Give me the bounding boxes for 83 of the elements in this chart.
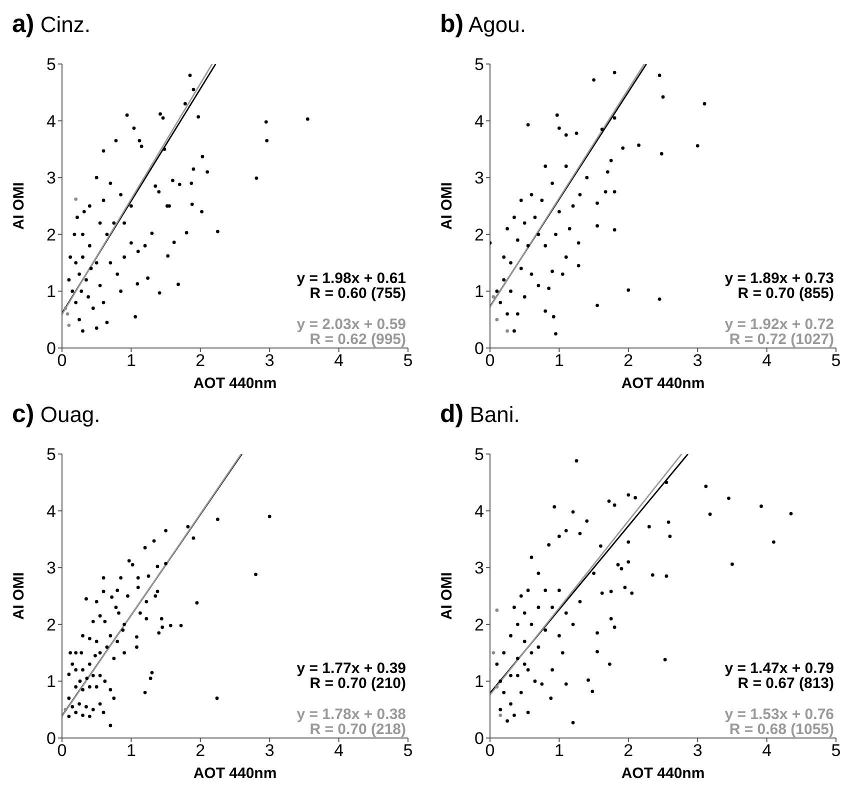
- y-tick-label: 1: [46, 282, 56, 302]
- y-tick-label: 3: [474, 168, 484, 188]
- x-tick-label: 2: [196, 741, 206, 760]
- y-tick-label: 1: [474, 672, 484, 692]
- annotation: R = 0.72 (1027): [729, 330, 834, 348]
- x-tick-label: 1: [554, 741, 564, 760]
- y-tick-label: 0: [474, 339, 484, 358]
- annotation: y = 1.98x + 0.61: [296, 270, 406, 288]
- x-tick-label: 4: [762, 741, 772, 760]
- chart-title: a) Cinz.: [12, 10, 90, 38]
- point: [495, 608, 499, 612]
- point: [492, 651, 496, 654]
- point: [495, 685, 499, 689]
- point: [492, 295, 496, 299]
- y-tick-label: 2: [474, 615, 484, 634]
- x-axis-title: AOT 440nm: [621, 765, 705, 782]
- y-tick-label: 4: [474, 502, 484, 521]
- x-tick-label: 3: [692, 351, 702, 370]
- annotation: y = 1.89x + 0.73: [724, 270, 834, 288]
- y-tick-label: 4: [46, 112, 56, 131]
- annotation: R = 0.70 (218): [310, 720, 406, 738]
- annotation: y = 1.47x + 0.79: [724, 660, 834, 678]
- annotation: R = 0.60 (755): [310, 285, 406, 302]
- x-tick-label: 3: [264, 351, 274, 370]
- chart-title: c) Ouag.: [12, 400, 100, 428]
- x-tick-label: 4: [334, 741, 344, 760]
- annotation: R = 0.70 (855): [738, 285, 834, 302]
- y-tick-label: 1: [474, 282, 484, 302]
- x-axis-title: AOT 440nm: [193, 765, 277, 782]
- x-tick-label: 5: [403, 741, 413, 760]
- y-tick-label: 3: [474, 558, 484, 578]
- point: [66, 312, 70, 316]
- x-tick-label: 2: [624, 741, 634, 760]
- annotation: R = 0.68 (1055): [729, 720, 834, 738]
- x-axis-title: AOT 440nm: [193, 375, 277, 392]
- annotation: y = 1.92x + 0.72: [724, 316, 834, 333]
- chart-title: b) Agou.: [440, 10, 526, 38]
- chart-title: d) Bani.: [440, 400, 520, 428]
- x-tick-label: 1: [126, 741, 136, 760]
- point: [67, 324, 71, 327]
- x-tick-label: 5: [831, 351, 841, 370]
- x-tick-label: 5: [403, 351, 413, 370]
- y-tick-label: 2: [474, 225, 484, 244]
- x-tick-label: 2: [624, 351, 634, 370]
- x-axis-title: AOT 440nm: [621, 375, 705, 392]
- annotation: y = 1.53x + 0.76: [724, 706, 834, 723]
- x-tick-label: 2: [196, 351, 206, 370]
- y-tick-label: 5: [46, 55, 56, 74]
- y-tick-label: 2: [46, 225, 56, 244]
- y-tick-label: 5: [46, 445, 56, 464]
- y-tick-label: 2: [46, 615, 56, 634]
- x-tick-label: 1: [126, 351, 136, 370]
- point: [74, 197, 78, 201]
- x-tick-label: 1: [554, 351, 564, 370]
- point: [495, 318, 499, 322]
- y-tick-label: 4: [474, 112, 484, 131]
- annotation: y = 1.77x + 0.39: [296, 660, 406, 678]
- x-tick-label: 4: [762, 351, 772, 370]
- y-axis-title: AI OMI: [10, 572, 28, 620]
- y-tick-label: 4: [46, 502, 56, 521]
- annotation: R = 0.67 (813): [738, 675, 834, 692]
- x-tick-label: 5: [831, 741, 841, 760]
- x-tick-label: 4: [334, 351, 344, 370]
- annotation: y = 2.03x + 0.59: [296, 316, 406, 333]
- x-tick-label: 3: [264, 741, 274, 760]
- y-tick-label: 0: [474, 729, 484, 748]
- y-axis-title: AI OMI: [10, 182, 28, 230]
- point: [498, 714, 502, 717]
- y-tick-label: 0: [46, 729, 56, 748]
- point: [64, 306, 68, 310]
- annotation: R = 0.70 (210): [310, 675, 406, 692]
- y-axis-title: AI OMI: [438, 182, 456, 230]
- y-tick-label: 3: [46, 558, 56, 578]
- y-tick-label: 3: [46, 168, 56, 188]
- x-tick-label: 3: [692, 741, 702, 760]
- y-tick-label: 5: [474, 445, 484, 464]
- y-tick-label: 1: [46, 672, 56, 692]
- annotation: R = 0.62 (995): [310, 330, 406, 348]
- y-axis-title: AI OMI: [438, 572, 456, 620]
- point: [506, 329, 509, 333]
- y-tick-label: 5: [474, 55, 484, 74]
- annotation: y = 1.78x + 0.38: [296, 706, 406, 723]
- y-tick-label: 0: [46, 339, 56, 358]
